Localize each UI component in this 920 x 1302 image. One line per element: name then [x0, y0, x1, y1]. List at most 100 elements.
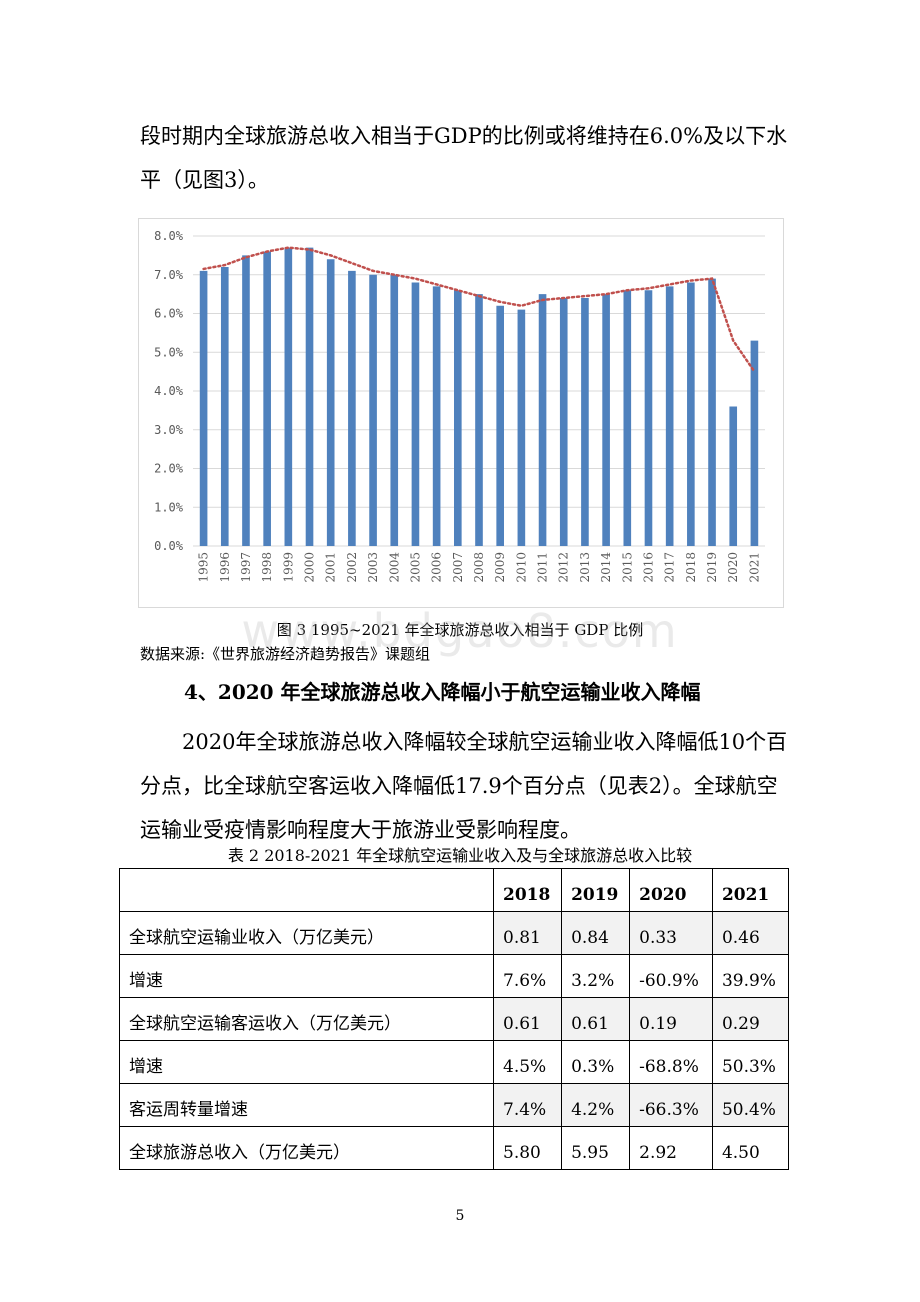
table-cell: 3.2% [561, 954, 631, 998]
table-header-cell: 2020 [629, 868, 713, 912]
bar [687, 282, 695, 546]
bar [432, 286, 441, 546]
table-cell: 5.80 [492, 1126, 563, 1170]
x-tick-label: 2017 [663, 552, 677, 583]
x-tick-label: 2007 [451, 552, 465, 583]
table-row: 全球旅游总收入（万亿美元） 5.80 5.95 2.92 4.50 [119, 1126, 790, 1170]
x-tick-label: 1997 [239, 552, 253, 583]
bar [475, 294, 483, 546]
table-row: 增速 4.5% 0.3% -68.8% 50.3% [119, 1040, 790, 1084]
bar [348, 270, 356, 546]
y-tick-label: 0.0% [154, 539, 184, 553]
bar [665, 286, 674, 546]
table-row: 增速 7.6% 3.2% -60.9% 39.9% [119, 954, 790, 998]
bar [750, 340, 759, 546]
y-tick-label: 2.0% [154, 462, 184, 476]
table-row-label: 全球旅游总收入（万亿美元） [119, 1126, 494, 1170]
table-cell: 0.33 [629, 911, 713, 955]
body-paragraph-1: 段时期内全球旅游总收入相当于GDP的比例或将维持在6.0%及以下水平（见图3）。 [140, 124, 788, 192]
x-tick-label: 2006 [430, 552, 444, 583]
bar [559, 298, 568, 546]
table-cell: 2.92 [629, 1126, 713, 1170]
section-heading: 4、2020 年全球旅游总收入降幅小于航空运输业收入降幅 [184, 680, 701, 704]
x-tick-label: 2011 [536, 552, 550, 583]
x-tick-label: 2004 [387, 552, 401, 583]
bar [369, 274, 377, 546]
table-cell: 0.84 [561, 911, 631, 955]
bar [242, 255, 250, 546]
bar [390, 274, 399, 546]
x-tick-label: 2000 [303, 552, 317, 583]
table-cell: 0.46 [711, 911, 790, 955]
table-row: 全球航空运输客运收入（万亿美元） 0.61 0.61 0.19 0.29 [119, 997, 790, 1041]
bar-chart: 0.0% 1.0% 2.0% 3.0% 4.0% 5.0% 6.0% 7.0% 8.0% 1995… [138, 218, 784, 608]
figure-caption: 图 3 1995~2021 年全球旅游总收入相当于 GDP 比例 [276, 621, 644, 639]
table-header-row: 2018 2019 2020 2021 [119, 868, 790, 912]
x-tick-label: 2015 [620, 552, 634, 583]
comparison-table: 2018 2019 2020 2021 全球航空运输业收入（万亿美元） 0.81… [119, 868, 790, 1170]
y-tick-label: 5.0% [154, 345, 184, 359]
y-tick-label: 8.0% [154, 229, 184, 243]
x-tick-label: 2021 [747, 552, 761, 583]
bar [623, 290, 632, 546]
x-tick-label: 2003 [366, 552, 380, 583]
table-cell: -68.8% [629, 1040, 713, 1084]
table-cell: 5.95 [561, 1126, 631, 1170]
table-cell: 0.61 [492, 997, 563, 1041]
x-tick-label: 2014 [599, 552, 613, 583]
x-tick-label: 2016 [641, 552, 655, 583]
bar [326, 259, 335, 546]
y-tick-label: 3.0% [154, 423, 184, 437]
y-tick-label: 7.0% [154, 268, 184, 282]
bar [602, 294, 610, 546]
x-tick-label: 2009 [493, 552, 507, 583]
x-tick-label: 2010 [514, 552, 528, 583]
bar [454, 290, 462, 546]
figure-source: 数据来源:《世界旅游经济趋势报告》课题组 [140, 645, 431, 663]
table-row-label: 增速 [119, 1040, 494, 1084]
bar [411, 282, 420, 546]
bar [220, 267, 229, 546]
x-tick-label: 1998 [260, 552, 274, 583]
bar [708, 278, 716, 546]
x-tick-label: 2019 [705, 552, 719, 583]
y-tick-label: 1.0% [154, 500, 184, 514]
body-paragraph-2: 2020年全球旅游总收入降幅较全球航空运输业收入降幅低10个百分点，比全球航空客… [140, 730, 788, 842]
table-row-label: 客运周转量增速 [119, 1083, 494, 1127]
table-cell: 4.2% [561, 1083, 631, 1127]
table-row-label: 增速 [119, 954, 494, 998]
x-tick-label: 2018 [684, 552, 698, 583]
table-header-cell: 2021 [711, 868, 790, 912]
x-tick-label: 2013 [578, 552, 592, 583]
bar [199, 270, 208, 546]
x-tick-label: 2012 [557, 552, 571, 583]
table-row-label: 全球航空运输业收入（万亿美元） [119, 911, 494, 955]
table-header-cell: 2018 [492, 868, 563, 912]
table-header-cell [119, 868, 494, 912]
trendline [202, 246, 756, 373]
bar [517, 309, 526, 546]
bar [644, 290, 653, 546]
table-row: 全球航空运输业收入（万亿美元） 0.81 0.84 0.33 0.46 [119, 911, 790, 955]
table-caption: 表 2 2018-2021 年全球航空运输业收入及与全球旅游总收入比较 [227, 846, 693, 865]
x-tick-label: 2001 [324, 552, 338, 583]
x-tick-label: 2002 [345, 552, 359, 583]
table-cell: 0.81 [492, 911, 563, 955]
bar [496, 305, 504, 546]
x-tick-label: 1999 [281, 552, 295, 583]
table-cell: 0.29 [711, 997, 790, 1041]
bar [581, 298, 589, 546]
x-tick-label: 2020 [726, 552, 740, 583]
table-row: 客运周转量增速 7.4% 4.2% -66.3% 50.4% [119, 1083, 790, 1127]
bar [284, 247, 293, 546]
bar [305, 247, 314, 546]
table-cell: 0.61 [561, 997, 631, 1041]
table-cell: -66.3% [629, 1083, 713, 1127]
y-tick-label: 4.0% [154, 384, 184, 398]
table-row-label: 全球航空运输客运收入（万亿美元） [119, 997, 494, 1041]
table-cell: 7.4% [492, 1083, 563, 1127]
y-tick-label: 6.0% [154, 307, 184, 321]
table-cell: 50.4% [711, 1083, 790, 1127]
table-cell: 4.5% [492, 1040, 563, 1084]
x-tick-label: 1996 [218, 552, 232, 583]
